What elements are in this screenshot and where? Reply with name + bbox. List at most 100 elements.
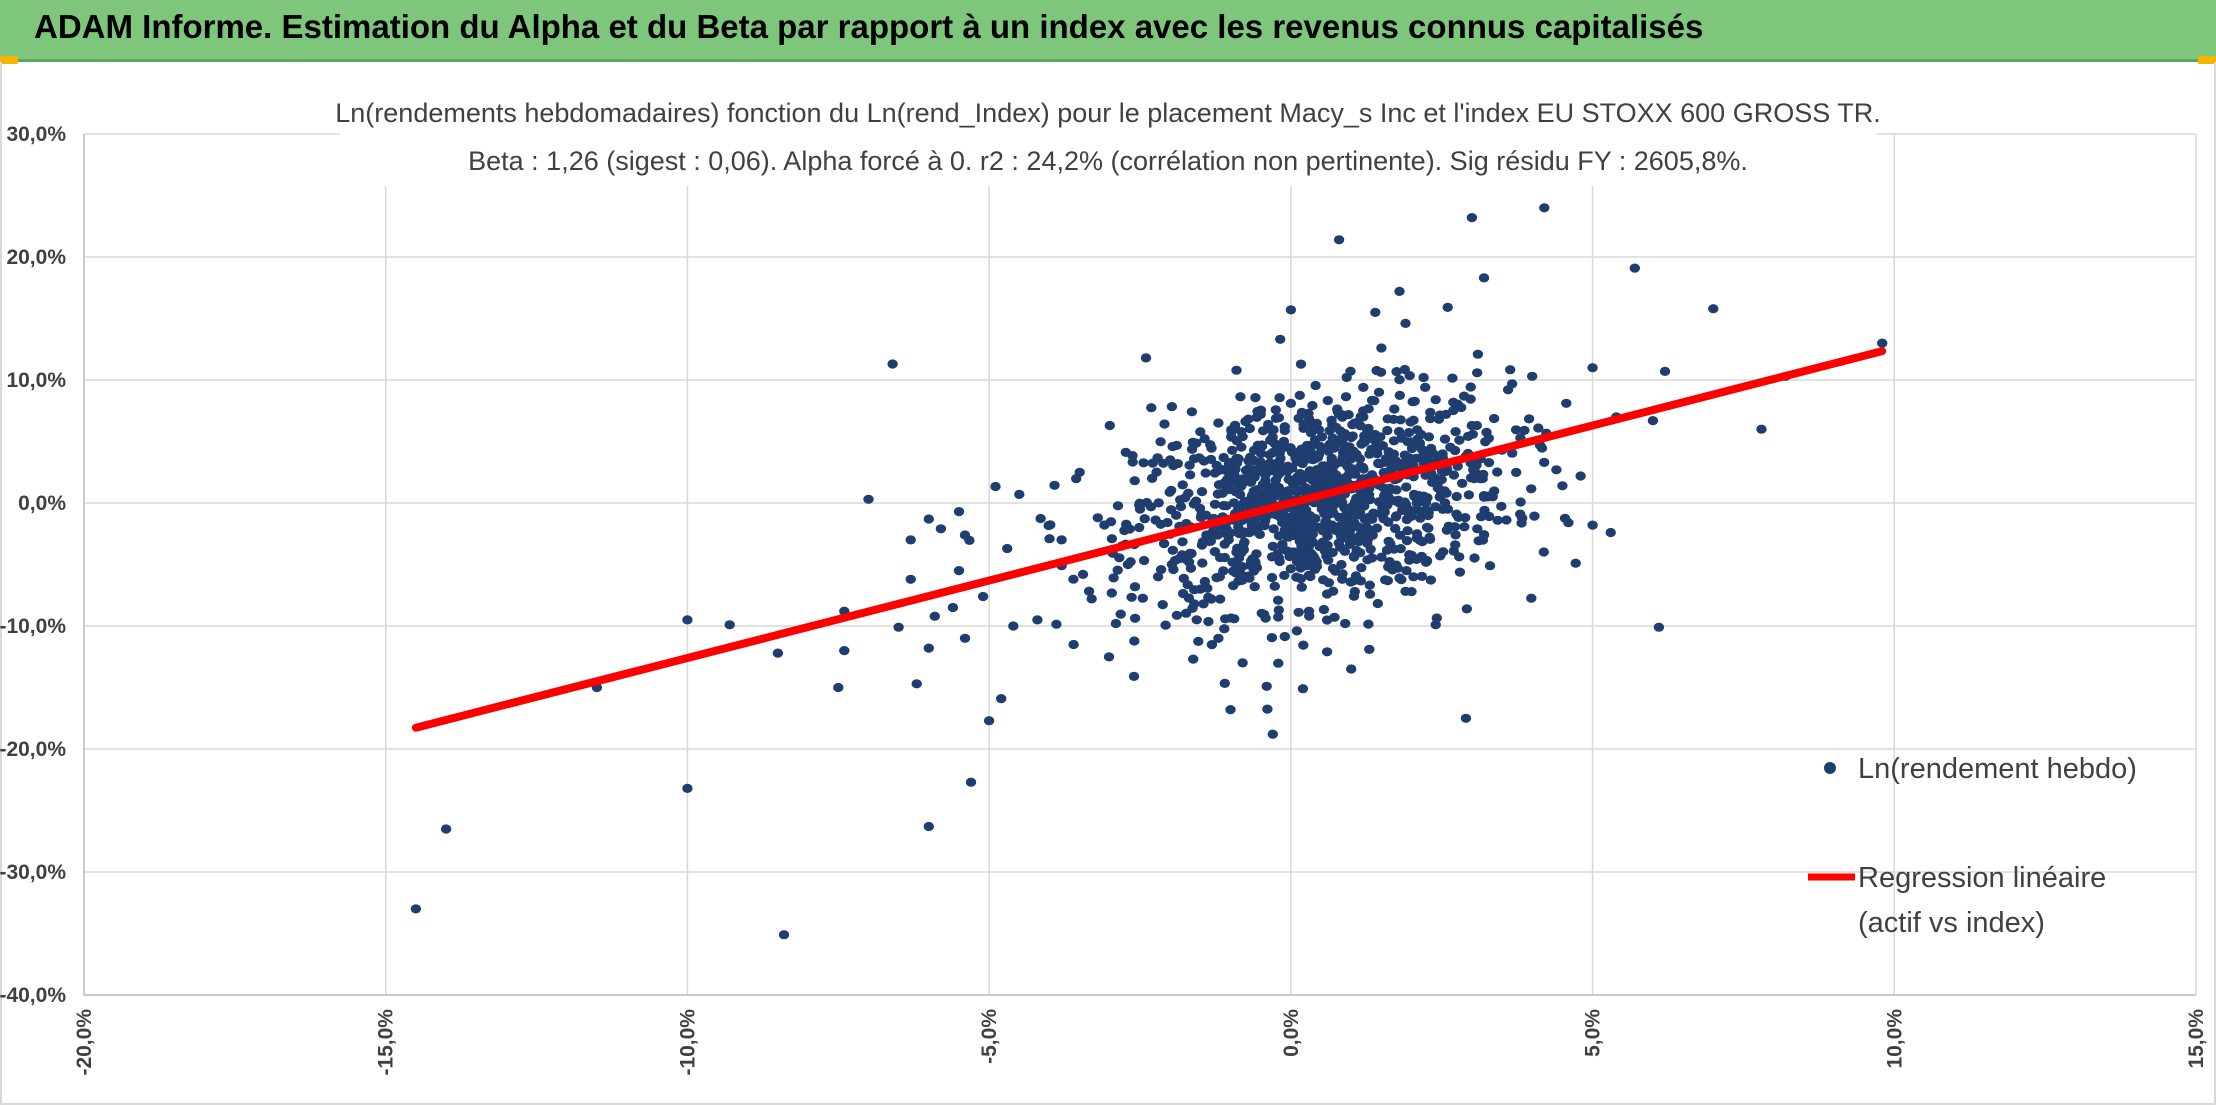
data-point <box>1454 567 1466 577</box>
data-point <box>1285 305 1297 315</box>
data-point <box>1221 501 1232 511</box>
data-point <box>1219 624 1230 634</box>
data-point <box>1448 397 1459 407</box>
data-point <box>1269 581 1281 591</box>
data-point <box>1227 566 1239 576</box>
data-point <box>1430 395 1441 405</box>
data-point <box>1277 539 1288 549</box>
data-point <box>1394 530 1406 540</box>
data-point <box>1129 582 1141 592</box>
data-point <box>1307 400 1318 411</box>
data-point <box>1396 575 1407 585</box>
data-point <box>1160 620 1171 630</box>
data-point <box>682 783 693 794</box>
data-point <box>1112 501 1124 511</box>
data-point <box>1337 452 1348 462</box>
data-point <box>1442 302 1453 312</box>
data-point <box>1294 468 1306 479</box>
data-point <box>1035 513 1046 524</box>
data-point <box>1561 398 1572 408</box>
data-point <box>1255 448 1267 459</box>
data-point <box>1266 552 1278 562</box>
data-point <box>1051 619 1062 629</box>
data-point <box>1406 511 1417 521</box>
data-point <box>1475 512 1487 522</box>
data-point <box>1390 523 1401 534</box>
data-point <box>1083 586 1095 596</box>
data-point <box>1465 382 1476 392</box>
data-point <box>1194 503 1206 513</box>
data-point <box>911 679 922 689</box>
data-point <box>1454 435 1465 445</box>
data-point <box>1539 203 1550 213</box>
data-point <box>1242 571 1253 581</box>
data-point <box>1167 441 1178 452</box>
data-point <box>1262 704 1273 714</box>
data-point <box>1348 591 1360 601</box>
data-point <box>1358 382 1369 392</box>
data-point <box>1478 273 1490 283</box>
data-point <box>1336 559 1347 570</box>
data-point <box>410 904 422 914</box>
data-point <box>1466 213 1478 223</box>
data-point <box>1415 513 1426 523</box>
data-point <box>778 930 790 940</box>
data-point <box>1257 426 1269 436</box>
data-point <box>1139 514 1150 524</box>
data-point <box>1482 492 1494 502</box>
data-point <box>1218 452 1229 463</box>
y-tick-label: -10,0% <box>0 615 66 638</box>
data-point <box>905 574 916 584</box>
data-point <box>923 821 934 832</box>
data-point <box>1146 403 1157 413</box>
data-point <box>1275 334 1286 344</box>
data-point <box>1126 592 1137 602</box>
data-point <box>923 643 934 653</box>
data-point <box>1304 611 1315 621</box>
data-point <box>1127 457 1138 467</box>
data-point <box>1198 456 1210 466</box>
data-point <box>1177 537 1188 547</box>
data-point <box>1326 520 1338 530</box>
data-point <box>1330 470 1342 480</box>
data-point <box>1469 553 1480 563</box>
data-point <box>1184 460 1195 470</box>
data-point <box>1310 380 1321 391</box>
data-point <box>1346 664 1357 674</box>
data-point <box>1375 509 1386 519</box>
data-point <box>1323 444 1334 454</box>
data-point <box>1370 307 1381 317</box>
data-point <box>1103 652 1115 662</box>
data-point <box>1338 440 1349 450</box>
y-tick-label: 20,0% <box>6 246 66 269</box>
data-point <box>1167 545 1179 555</box>
data-point <box>1340 618 1351 629</box>
chart-title: Ln(rendements hebdomadaires) fonction du… <box>335 98 1880 128</box>
x-axis-tick-labels: -20,0% -15,0% -10,0% -5,0% 0,0% 5,0% 10,0% 15,0… <box>73 1009 2208 1076</box>
data-point <box>1450 427 1461 437</box>
legend-label-regression-line1: Regression linéaire <box>1858 862 2106 894</box>
data-point <box>1129 613 1141 623</box>
data-point <box>1335 531 1347 541</box>
data-point <box>839 646 850 656</box>
data-point <box>1049 480 1060 490</box>
data-point <box>1106 534 1118 544</box>
data-point <box>1129 636 1140 646</box>
data-point <box>1340 392 1352 402</box>
data-point <box>1243 456 1254 466</box>
data-point <box>1120 447 1132 457</box>
data-point <box>1293 607 1304 617</box>
data-point <box>1244 423 1256 434</box>
data-point <box>1296 582 1308 592</box>
data-point <box>1416 571 1428 582</box>
data-point <box>1335 542 1346 552</box>
data-point <box>1237 562 1248 572</box>
data-point <box>1376 552 1387 562</box>
data-point <box>1305 571 1316 582</box>
data-point <box>1536 443 1548 453</box>
data-point <box>1256 441 1268 451</box>
data-point <box>1195 427 1206 437</box>
data-point <box>1414 535 1426 545</box>
data-point <box>1450 540 1461 550</box>
data-point <box>1472 524 1483 534</box>
